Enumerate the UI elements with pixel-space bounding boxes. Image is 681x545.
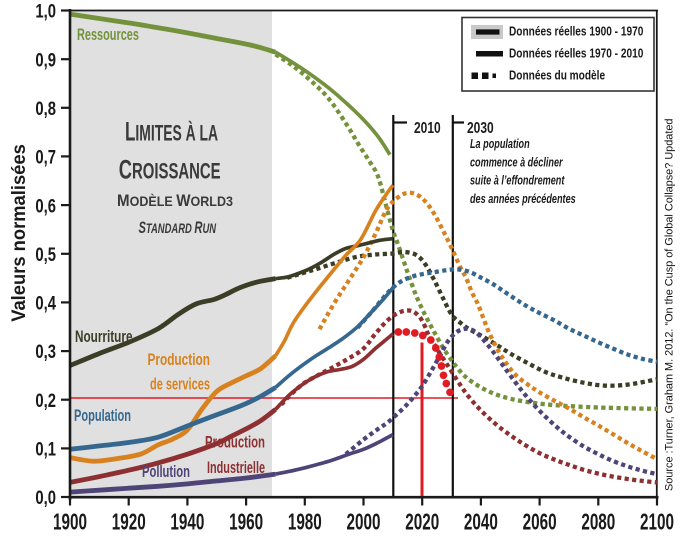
svg-text:1940: 1940 [170,509,204,535]
svg-text:des années précédentes: des années précédentes [470,193,576,207]
svg-text:1920: 1920 [112,509,146,535]
svg-text:MODÈLE WORLD3: MODÈLE WORLD3 [117,192,233,210]
svg-text:LIMITES À LA: LIMITES À LA [125,117,218,147]
svg-text:Population: Population [74,407,131,426]
svg-text:STANDARD RUN: STANDARD RUN [138,218,216,237]
svg-text:0,6: 0,6 [35,196,56,217]
svg-text:0,4: 0,4 [35,293,56,314]
svg-text:0,8: 0,8 [35,98,56,119]
svg-text:CROISSANCE: CROISSANCE [119,154,221,184]
svg-text:0,5: 0,5 [35,244,56,265]
svg-text:0,2: 0,2 [35,390,56,411]
svg-text:0,7: 0,7 [35,147,56,168]
svg-text:1900: 1900 [53,509,87,535]
svg-text:Données réelles 1900 - 1970: Données réelles 1900 - 1970 [509,26,643,39]
svg-text:0,9: 0,9 [35,50,56,71]
svg-text:2080: 2080 [581,509,615,535]
svg-text:2040: 2040 [464,509,498,535]
svg-text:2000: 2000 [347,509,381,535]
svg-text:0,3: 0,3 [35,341,56,362]
svg-text:Production: Production [147,351,210,370]
svg-text:Ressources: Ressources [77,26,139,45]
svg-text:Production: Production [205,433,265,452]
svg-text:suite à l’effondrement: suite à l’effondrement [470,174,565,188]
svg-text:0,0: 0,0 [35,487,56,508]
svg-text:2100: 2100 [640,509,674,535]
svg-text:Données du modèle: Données du modèle [509,70,605,83]
svg-text:2010: 2010 [414,118,441,136]
svg-text:Source :Turner, Graham M. 2012: Source :Turner, Graham M. 2012. “On the … [664,119,676,492]
svg-text:0,1: 0,1 [35,439,56,460]
svg-text:Données réelles 1970 - 2010: Données réelles 1970 - 2010 [509,48,643,61]
svg-text:2030: 2030 [467,118,494,136]
svg-text:Nourriture: Nourriture [75,328,132,347]
svg-text:1980: 1980 [288,509,322,535]
svg-text:1,0: 1,0 [35,1,56,22]
svg-text:Valeurs normalisées: Valeurs normalisées [8,144,29,322]
svg-text:La population: La population [470,138,530,152]
svg-text:2060: 2060 [523,509,557,535]
svg-text:1960: 1960 [229,509,263,535]
svg-text:2020: 2020 [405,509,439,535]
svg-text:Industrielle: Industrielle [207,459,265,478]
svg-text:Pollution: Pollution [142,463,190,482]
svg-text:de services: de services [150,375,210,394]
svg-text:commence à décliner: commence à décliner [470,156,563,170]
